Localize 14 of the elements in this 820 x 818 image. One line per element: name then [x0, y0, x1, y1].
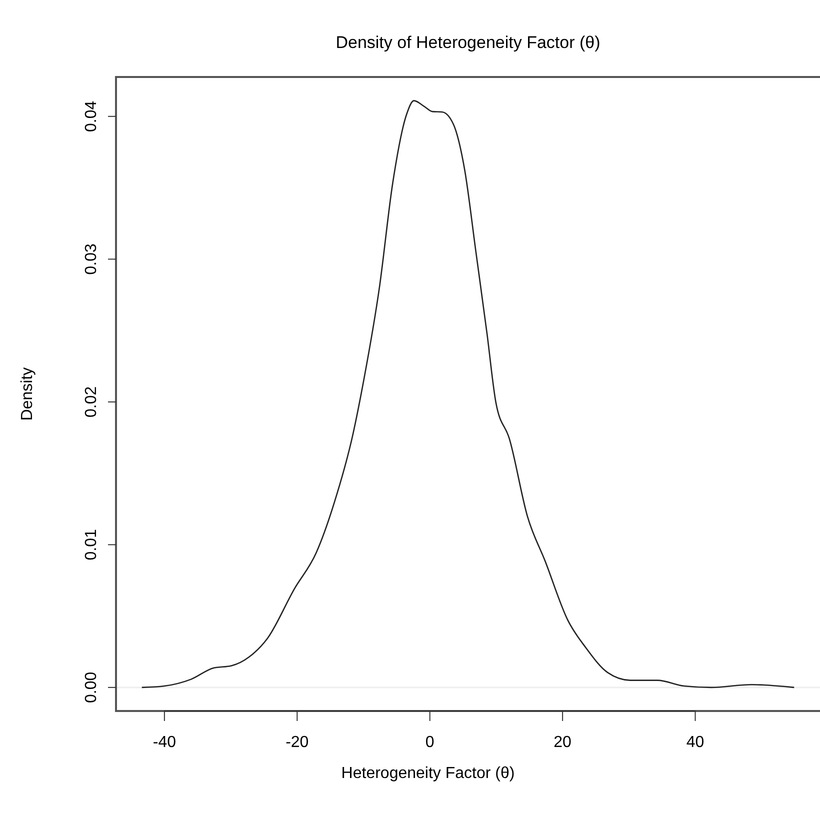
- y-tick-label: 0.00: [83, 672, 100, 704]
- x-tick-label: -20: [286, 734, 309, 751]
- x-tick-label: 0: [425, 734, 434, 751]
- x-tick-label: -40: [152, 734, 176, 751]
- y-tick-label: 0.02: [83, 386, 100, 418]
- x-tick-label: 40: [686, 734, 704, 751]
- chart-title: Density of Heterogeneity Factor (θ): [336, 33, 600, 52]
- y-tick-label: 0.04: [83, 100, 100, 132]
- x-tick-label: 20: [554, 734, 572, 751]
- x-axis-title: Heterogeneity Factor (θ): [341, 765, 515, 782]
- y-axis-title: Density: [19, 367, 36, 421]
- y-tick-label: 0.03: [83, 243, 100, 275]
- line-series: [141, 100, 795, 688]
- y-tick-label: 0.01: [83, 529, 100, 560]
